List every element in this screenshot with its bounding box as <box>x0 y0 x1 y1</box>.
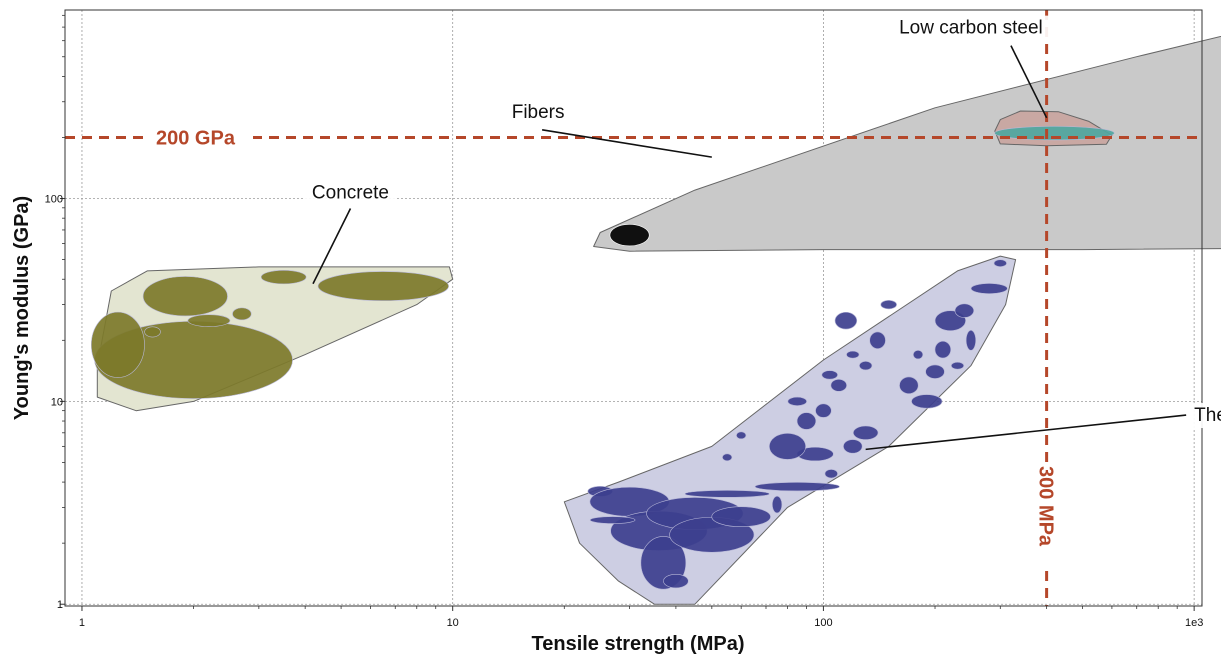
x-axis-title: Tensile strength (MPa) <box>532 633 745 655</box>
reference-line-label: 300 MPa <box>1035 466 1057 547</box>
concrete-leader-line <box>312 208 352 285</box>
concrete-point <box>144 326 161 338</box>
thermoplastic-point <box>912 350 924 360</box>
x-tick-label: 10 <box>447 617 459 629</box>
thermoplastic-point <box>834 311 858 330</box>
thermoplastic-point <box>970 283 1008 294</box>
thermoplastic-point <box>869 331 886 350</box>
concrete-point <box>260 269 307 285</box>
reference-label-bg <box>150 125 253 150</box>
thermoplastic-point <box>843 439 863 454</box>
low-carbon-steel-label-bg <box>882 15 1059 41</box>
concrete-point <box>317 271 449 302</box>
fibers-label: Fibers <box>512 102 565 123</box>
thermoplastic-point <box>859 361 873 371</box>
concrete-label: Concrete <box>312 183 389 204</box>
thermoplastic-point <box>796 412 817 430</box>
thermoplastic-label-bg <box>1190 403 1221 429</box>
thermoplastic-point <box>663 574 689 589</box>
concrete-point <box>232 307 252 321</box>
thermoplastic-point <box>768 432 806 460</box>
concrete-point <box>90 311 145 378</box>
thermoplastic-point <box>830 379 847 392</box>
low-carbon-steel-label: Low carbon steel <box>899 18 1043 39</box>
x-tick-label: 1e3 <box>1185 617 1203 629</box>
thermoplastic-point <box>846 350 860 359</box>
annotations: Concrete Fibers Low carbon steel Thermoplas… <box>304 15 1221 451</box>
reference-lines: 200 GPa 300 MPa <box>65 10 1202 606</box>
concrete-label-bg <box>304 180 397 206</box>
thermoplastic-label: Thermoplastic <box>1194 405 1221 426</box>
thermoplastic-point <box>824 469 838 479</box>
thermoplastic-point <box>722 453 733 462</box>
thermoplastic-point <box>787 396 807 406</box>
thermoplastic-point <box>993 259 1007 267</box>
reference-label-bg <box>1034 462 1059 570</box>
thermoplastic-point <box>954 303 975 318</box>
thermoplastic-point <box>684 490 770 498</box>
thermoplastic-point <box>880 299 897 310</box>
thermoplastic-point <box>711 506 771 528</box>
x-tick-label: 1 <box>79 617 85 629</box>
thermoplastic-point <box>771 495 783 514</box>
low-carbon-steel-leader-line <box>1010 45 1048 119</box>
thermoplastic-point <box>852 425 879 440</box>
thermoplastic-leader-line <box>865 414 1187 451</box>
thermoplastic-point <box>736 431 747 440</box>
material-points <box>90 126 1115 590</box>
thermoplastic-point <box>934 340 952 359</box>
y-axis-title: Young's modulus (GPa) <box>11 196 33 420</box>
thermoplastic-envelope <box>563 255 1017 605</box>
gridlines <box>65 10 1202 606</box>
thermoplastic-point <box>965 330 977 351</box>
y-tick-label: 1 <box>57 599 63 611</box>
thermoplastic-point <box>815 403 832 418</box>
y-tick-label: 100 <box>45 194 63 206</box>
axes: 1101001e31e4110100 <box>45 9 1203 629</box>
thermoplastic-point <box>950 361 965 370</box>
thermoplastic-point <box>899 376 919 395</box>
thermoplastic-point <box>821 370 838 380</box>
plot-frame <box>64 9 1203 607</box>
fibers-leader-line <box>541 129 712 158</box>
y-tick-label: 10 <box>51 396 63 408</box>
x-tick-label: 100 <box>814 617 832 629</box>
reference-line-label: 200 GPa <box>156 127 236 149</box>
fibers-label-bg <box>502 99 574 125</box>
fibers-envelope <box>593 35 1221 252</box>
thermoplastic-point <box>754 482 840 492</box>
fibers-point <box>609 224 650 247</box>
thermoplastic-point <box>589 516 636 524</box>
concrete-point <box>187 314 231 327</box>
thermoplastic-point <box>911 394 943 409</box>
concrete-point <box>142 276 228 317</box>
thermoplastic-point <box>925 364 945 379</box>
